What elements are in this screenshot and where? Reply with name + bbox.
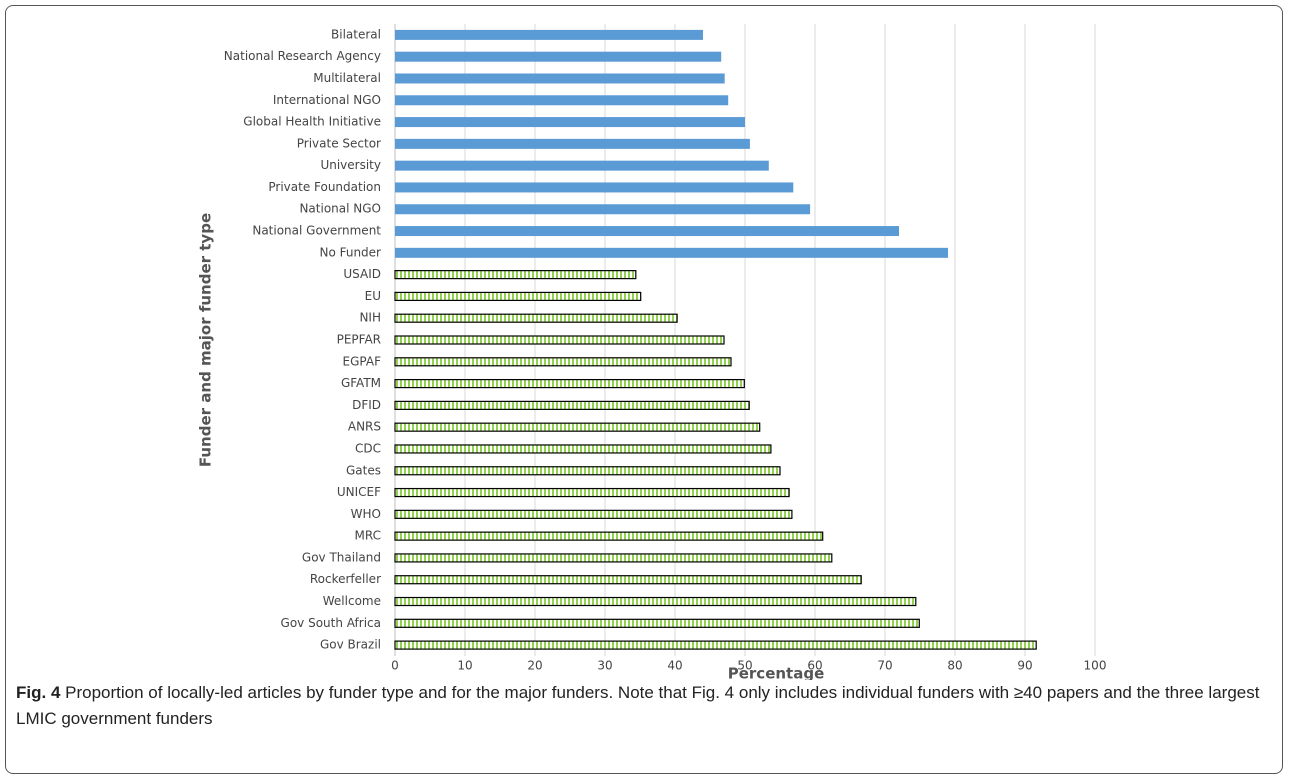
x-tick-label: 30 (597, 659, 612, 673)
y-tick-label: Gates (346, 463, 381, 477)
bar (394, 640, 1037, 650)
caption: Fig. 4 Proportion of locally-led article… (16, 680, 1266, 732)
bar (394, 618, 920, 628)
x-tick-label: 100 (1084, 659, 1107, 673)
bar (395, 247, 948, 258)
bar (394, 487, 790, 498)
y-tick-label: UNICEF (337, 485, 381, 499)
bar (395, 138, 750, 149)
bar (395, 73, 725, 84)
y-tick-label: Bilateral (331, 27, 381, 41)
y-tick-label: Gov Brazil (320, 638, 381, 652)
bar (395, 95, 729, 106)
y-tick-label: MRC (355, 529, 381, 543)
chart: Percentage Funder and major funder type … (197, 24, 1107, 681)
y-tick-label: DFID (352, 398, 381, 412)
bar (394, 357, 732, 367)
bar (394, 335, 725, 345)
bar (394, 553, 833, 563)
x-tick-label: 20 (527, 659, 542, 673)
x-tick-label: 0 (391, 659, 399, 673)
y-tick-label: EU (365, 289, 381, 303)
caption-text: Proportion of locally-led articles by fu… (16, 683, 1260, 728)
y-tick-label: CDC (355, 441, 381, 455)
figure-frame (5, 5, 1283, 774)
y-tick-label: GFATM (341, 376, 381, 390)
caption-label: Fig. 4 (16, 683, 61, 702)
y-tick-label: ANRS (348, 420, 381, 434)
x-axis-label: Percentage (728, 665, 825, 681)
y-tick-label: International NGO (273, 93, 381, 107)
bar (395, 29, 703, 40)
bar (394, 444, 772, 454)
y-tick-label: NIH (359, 311, 381, 325)
bar (395, 204, 811, 215)
bar (394, 575, 862, 585)
x-tick-label: 90 (1017, 659, 1032, 673)
y-tick-label: National Government (252, 224, 381, 238)
bar (394, 313, 678, 323)
y-tick-label: National Research Agency (224, 49, 381, 63)
x-tick-label: 50 (737, 659, 752, 673)
y-tick-label: Wellcome (323, 594, 381, 608)
x-tick-label: 10 (457, 659, 472, 673)
bar (394, 509, 793, 519)
y-tick-label: USAID (343, 267, 381, 281)
bar (394, 378, 745, 389)
y-tick-label: Private Sector (297, 136, 381, 150)
bar (394, 270, 637, 280)
y-tick-label: Rockerfeller (310, 572, 381, 586)
x-tick-label: 40 (667, 659, 682, 673)
y-tick-label: National NGO (299, 202, 381, 216)
bar (395, 117, 745, 128)
x-tick-label: 80 (947, 659, 962, 673)
bar (394, 596, 917, 607)
y-tick-label: Global Health Initiative (243, 115, 381, 129)
y-tick-label: Multilateral (313, 71, 381, 85)
y-tick-label: PEPFAR (337, 333, 381, 347)
x-tick-label: 70 (877, 659, 892, 673)
bar (394, 422, 761, 432)
y-tick-label: Private Foundation (268, 180, 381, 194)
bar (394, 400, 750, 410)
y-tick-label: Gov Thailand (302, 550, 381, 564)
bar (395, 182, 794, 193)
bar (394, 291, 642, 302)
bar (394, 466, 781, 476)
y-tick-label: EGPAF (343, 354, 382, 368)
x-tick-label: 60 (807, 659, 822, 673)
y-tick-label: WHO (351, 507, 381, 521)
y-axis-label: Funder and major funder type (197, 213, 215, 467)
bar (394, 531, 824, 541)
y-tick-label: Gov South Africa (281, 616, 381, 630)
y-tick-label: No Funder (319, 245, 381, 259)
bar (395, 160, 769, 171)
y-tick-label: University (320, 158, 381, 172)
bar (395, 51, 722, 62)
bar (395, 226, 899, 237)
